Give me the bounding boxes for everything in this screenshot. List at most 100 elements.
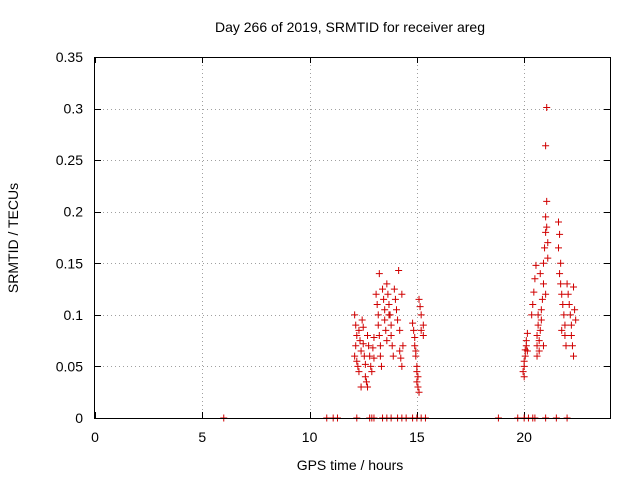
data-point	[417, 311, 425, 319]
data-point	[558, 290, 566, 298]
data-point	[370, 334, 378, 342]
data-point	[534, 311, 542, 319]
data-point	[414, 373, 422, 381]
data-point	[542, 142, 550, 150]
data-point	[561, 331, 569, 339]
data-point	[536, 326, 544, 334]
data-point	[561, 321, 569, 329]
data-point	[528, 311, 536, 319]
data-point	[375, 270, 383, 278]
data-point	[366, 352, 374, 360]
data-point	[373, 301, 381, 309]
data-point	[355, 368, 363, 376]
y-axis-label: SRMTID / TECUs	[5, 183, 21, 293]
data-point	[419, 321, 427, 329]
data-point	[566, 311, 574, 319]
data-point	[361, 360, 369, 368]
data-point	[354, 362, 362, 370]
data-point	[416, 303, 424, 311]
data-point	[560, 311, 568, 319]
data-point	[365, 342, 373, 350]
data-point	[355, 326, 363, 334]
data-point	[541, 244, 549, 252]
data-point	[351, 311, 359, 319]
data-point	[533, 342, 541, 350]
data-point	[537, 306, 545, 314]
data-point	[367, 362, 375, 370]
data-point	[523, 329, 531, 337]
data-point	[364, 331, 372, 339]
data-point	[364, 383, 372, 391]
data-point	[352, 342, 360, 350]
data-point	[412, 347, 420, 355]
data-point	[383, 337, 391, 345]
data-point	[357, 347, 365, 355]
data-point	[353, 331, 361, 339]
data-point	[351, 352, 359, 360]
data-point	[399, 342, 407, 350]
data-point	[555, 244, 562, 252]
data-point	[536, 270, 544, 278]
data-point	[556, 270, 564, 278]
data-point	[535, 337, 543, 345]
data-point	[387, 321, 395, 329]
data-point	[385, 311, 393, 319]
data-point	[567, 321, 575, 329]
data-point	[562, 342, 570, 350]
data-point	[529, 301, 537, 309]
data-point	[535, 347, 543, 355]
data-point	[543, 223, 551, 231]
data-point	[419, 331, 427, 339]
data-point	[539, 342, 547, 350]
data-point	[396, 347, 404, 355]
data-point	[570, 352, 578, 360]
data-point	[537, 316, 545, 324]
data-point	[413, 368, 421, 376]
data-point	[520, 357, 528, 365]
ticks: 0 5 10 15 20 0 0.05 0.1 0.15 0.2 0.25 0.3 0.35	[56, 49, 610, 445]
data-point	[396, 326, 404, 334]
y-tick-label: 0.05	[56, 358, 83, 374]
data-point	[544, 239, 552, 247]
data-point	[397, 354, 405, 362]
data-point	[398, 362, 406, 370]
data-point	[391, 295, 399, 303]
data-point	[368, 368, 376, 376]
data-point	[543, 104, 551, 112]
data-point	[411, 342, 419, 350]
data-point	[523, 347, 531, 355]
x-tick-label: 15	[409, 429, 425, 445]
y-tick-label: 0.25	[56, 152, 83, 168]
data-point	[570, 283, 578, 291]
data-point	[571, 306, 579, 314]
data-point	[388, 342, 396, 350]
data-point	[519, 368, 527, 376]
data-point	[372, 290, 380, 298]
data-point	[376, 342, 384, 350]
data-point	[415, 295, 423, 303]
data-point	[567, 331, 575, 339]
x-tick-label: 10	[302, 429, 318, 445]
data-point	[572, 316, 580, 324]
data-point	[521, 352, 529, 360]
data-point	[409, 319, 417, 327]
data-point	[542, 290, 550, 298]
data-point	[533, 352, 541, 360]
data-point	[377, 362, 385, 370]
data-point	[380, 295, 388, 303]
data-point	[374, 311, 382, 319]
data-point	[352, 321, 360, 329]
data-point	[559, 301, 567, 309]
data-point	[539, 259, 547, 267]
data-point	[395, 267, 403, 275]
data-point	[353, 357, 361, 365]
x-tick-label: 5	[198, 429, 206, 445]
data-point	[385, 301, 393, 309]
data-point	[565, 301, 573, 309]
data-point	[563, 280, 571, 288]
data-point	[381, 316, 389, 324]
y-tick-label: 0.1	[64, 307, 84, 323]
data-point	[392, 306, 400, 314]
